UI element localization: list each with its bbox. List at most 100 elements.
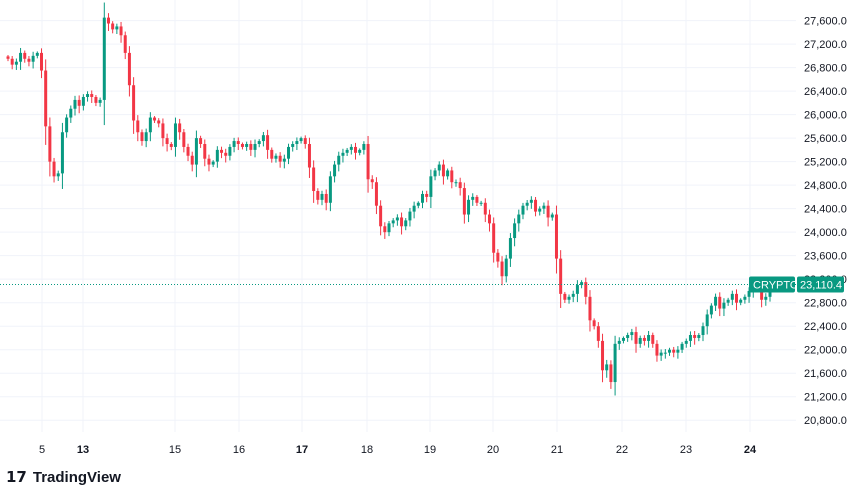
candle-body [718,296,722,309]
y-tick-label: 20,800.0 [804,415,847,427]
candle-body [475,196,479,203]
candle-body [420,193,424,203]
candle-body [136,120,140,133]
candle-body [504,258,508,277]
candle-body [148,117,152,133]
candle-body [77,99,81,106]
candle-body [287,146,291,159]
candle-body [739,299,743,303]
candle-body [517,214,521,224]
candle-body [467,199,471,215]
x-tick-label: 23 [680,444,692,456]
candle-body [106,17,110,24]
x-tick-label: 13 [77,444,89,456]
candle-body [680,343,684,350]
candle-body [153,117,157,121]
candle-body [282,158,286,162]
candle-body [102,17,106,100]
x-tick-label: 15 [169,444,181,456]
candle-body [14,61,18,65]
y-tick-label: 27,600.0 [804,16,847,28]
candle-body [605,364,609,371]
candle-body [508,238,512,259]
candle-body [295,141,299,144]
candle-body [19,52,23,62]
time-axis[interactable]: 5 13 15 16 17 18 19 20 21 22 23 24 [39,444,757,456]
y-tick-label: 22,000.0 [804,345,847,357]
candle-body [462,188,466,215]
candle-body [307,144,311,168]
candle-body [186,146,190,156]
candle-body [563,293,567,300]
y-tick-label: 24,800.0 [804,180,847,192]
candle-body [747,290,751,297]
candle-body [23,52,27,59]
candle-body [161,123,165,139]
candle-body [65,117,69,133]
candle-body [492,223,496,253]
candle-body [454,182,458,184]
candle-body [458,182,462,189]
candle-body [31,55,35,62]
candle-body [190,155,194,165]
candle-body [554,214,558,259]
candle-body [655,343,659,356]
candle-body [228,146,232,156]
candle-body [90,94,94,97]
brand-name: TradingView [32,469,121,486]
candle-body [529,199,533,203]
y-tick-label: 25,600.0 [804,133,847,145]
candle-body [651,335,655,344]
candle-body [379,205,383,227]
candle-body [647,335,651,341]
candle-body [123,35,127,53]
x-tick-label: 5 [39,444,45,456]
candle-body [354,146,358,153]
x-tick-label: 22 [616,444,628,456]
grid-lines [0,0,796,432]
tradingview-brand[interactable]: 17 TradingView [6,468,121,486]
candle-body [487,214,491,224]
candle-body [169,144,173,147]
candle-body [395,217,399,221]
candle-body [69,108,73,118]
price-axis[interactable]: 20,800.0 21,200.0 21,600.0 22,000.0 22,400.0… [804,16,847,428]
x-tick-label: 19 [424,444,436,456]
candle-body [688,335,692,341]
tradingview-logo-icon: 17 [6,468,27,486]
candle-body [400,217,404,227]
candle-body [437,164,441,171]
candle-body [521,205,525,215]
candle-body [483,202,487,215]
candle-body [684,340,688,344]
candle-body [668,349,672,353]
candle-body [337,155,341,165]
candle-body [215,149,219,162]
candle-body [701,326,705,336]
price-chart[interactable]: 20,800.0 21,200.0 21,600.0 22,000.0 22,400.0… [0,0,852,465]
candlestick-series [6,2,772,396]
candle-body [358,149,362,153]
candle-body [697,335,701,338]
candle-body [735,293,739,303]
candle-body [450,170,454,183]
candle-body [182,132,186,147]
candle-body [261,135,265,142]
candle-body [111,23,115,30]
candle-body [408,211,412,221]
candle-body [366,144,370,180]
candle-body [240,144,244,147]
candle-body [173,123,177,147]
y-tick-label: 24,400.0 [804,204,847,216]
candle-body [588,296,592,321]
candle-body [127,52,131,86]
candle-body [722,302,726,309]
x-tick-label: 18 [361,444,373,456]
candle-body [542,205,546,209]
x-tick-label: 21 [551,444,563,456]
candle-body [341,152,345,156]
candle-body [621,337,625,341]
candle-body [140,132,144,142]
candle-body [374,182,378,206]
candle-body [60,132,64,174]
